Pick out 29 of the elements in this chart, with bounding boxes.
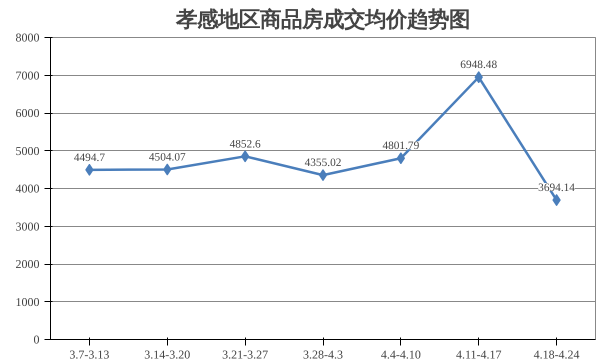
data-label: 6948.48 [460,59,498,72]
data-label: 4801.79 [382,140,420,152]
y-tick-label: 5000 [16,144,40,158]
chart-title: 孝感地区商品房成交均价趋势图 [175,8,470,32]
data-label: 4504.07 [148,151,186,164]
point [318,169,328,182]
data-label: 3694.14 [538,182,576,194]
x-tick-label: 4.18-4.24 [534,348,580,361]
y-tick-label: 2000 [16,257,40,271]
y-tick-label: 7000 [16,68,40,82]
point [240,150,250,162]
y-tick-label: 0 [34,332,40,346]
x-tick-label: 3.7-3.13 [69,348,110,361]
x-tick-label: 4.4-4.10 [380,348,421,361]
data-label: 4852.6 [230,138,262,150]
y-tick-label: 6000 [16,106,40,120]
x-tick-label: 3.28-4.3 [303,348,343,361]
x-tick-label: 3.21-3.27 [222,348,268,361]
point [396,152,406,164]
data-label: 4494.7 [74,152,106,164]
y-tick-label: 8000 [16,30,40,44]
x-tick-label: 3.14-3.20 [144,348,190,361]
y-tick-label: 1000 [16,294,40,309]
point [85,164,94,176]
point [552,194,561,206]
y-tick-label: 4000 [16,182,40,196]
data-label: 4355.02 [304,157,342,170]
x-tick-label: 4.11-4.17 [456,348,502,361]
y-tick-label: 3000 [16,219,40,234]
